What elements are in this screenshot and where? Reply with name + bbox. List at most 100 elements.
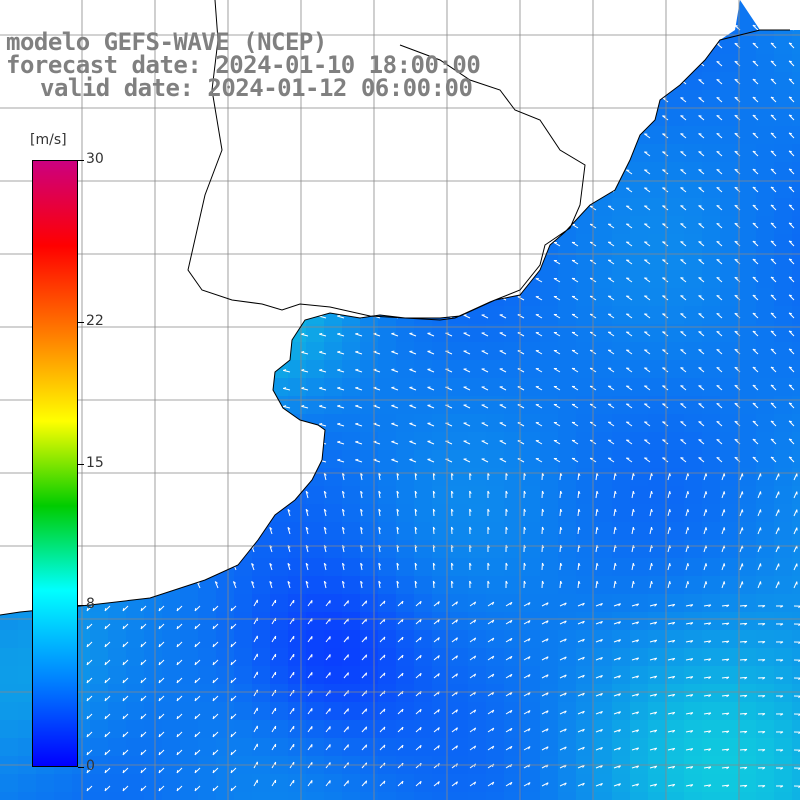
wind-arrow [625,403,633,409]
field-cell [666,630,685,649]
wind-arrow-head [752,420,756,423]
field-cell [576,216,595,235]
wind-arrow [523,674,531,679]
wind-arrow [716,43,723,49]
wind-arrow [397,600,404,607]
wind-arrow [391,333,399,337]
field-cell [414,324,433,343]
wind-arrow [667,675,675,679]
wind-arrow-head [342,580,345,584]
wind-arrow-head [287,562,291,566]
wind-arrow-head [687,527,690,531]
wind-arrow [469,673,476,679]
field-cell [774,630,793,649]
wind-arrow-head [716,168,720,171]
wind-arrow [770,348,777,355]
wind-arrow [698,367,705,373]
wind-arrow-head [396,526,400,530]
field-cell [504,324,523,343]
field-cell [468,342,487,361]
field-cell [540,612,559,631]
wind-arrow [432,508,435,517]
field-cell [558,234,577,253]
wind-arrow [595,638,603,643]
wind-arrow [176,677,183,684]
wind-arrow-head [528,674,531,678]
field-cell [324,630,343,649]
wind-arrow-head [323,490,327,494]
field-cell [702,630,721,649]
field-cell [738,144,757,163]
field-cell [558,432,577,451]
wind-arrow-head [194,643,197,648]
wind-arrow [409,351,417,355]
field-cell [684,612,703,631]
field-cell [396,468,415,487]
field-cell [378,666,397,685]
field-cell [432,630,451,649]
wind-arrow-head [770,420,774,423]
field-cell [630,684,649,703]
field-cell [342,792,361,800]
wind-arrow-head [770,222,774,225]
field-cell [216,612,235,631]
field-cell [342,324,361,343]
field-cell [144,720,163,739]
wind-arrow-head [564,674,567,678]
field-cell [162,684,181,703]
field-cell [378,360,397,379]
field-cell [360,576,379,595]
wind-arrow [613,621,621,625]
field-cell [720,108,739,127]
field-cell [432,666,451,685]
wind-arrow [739,509,743,517]
wind-arrow-head [690,676,694,679]
field-cell [54,774,73,793]
wind-arrow [716,169,723,175]
wind-arrow-head [651,581,653,585]
wind-arrow [625,187,633,193]
wind-arrow-head [698,151,702,153]
field-cell [666,450,685,469]
field-cell [666,108,685,127]
field-cell [486,720,505,739]
wind-arrow [644,205,651,211]
field-cell [684,396,703,415]
field-cell [774,756,793,775]
wind-arrow [104,623,111,630]
field-cell [720,414,739,433]
wind-arrow [481,350,489,355]
wind-arrow [122,659,129,666]
wind-arrow [396,527,399,535]
field-cell [774,684,793,703]
field-cell [594,684,613,703]
wind-arrow-head [365,672,368,676]
wind-arrow [571,367,579,373]
wind-arrow [337,405,345,409]
wind-arrow [469,637,476,643]
wind-arrow-head [716,312,720,315]
wind-arrow [644,187,651,193]
wind-arrow-head [383,636,386,640]
wind-arrow [337,369,345,373]
field-cell [468,720,487,739]
field-cell [108,612,127,631]
wind-arrow [251,581,255,589]
wind-arrow [325,654,331,661]
wind-arrow-head [690,604,694,607]
wind-arrow [343,600,349,607]
field-cell [450,378,469,397]
wind-arrow [716,421,723,427]
field-cell [594,720,613,739]
wind-arrow-head [578,544,581,549]
field-cell [558,270,577,289]
wind-arrow [553,458,561,463]
wind-arrow [757,473,761,481]
field-cell [684,180,703,199]
wind-arrow-head [455,637,458,641]
wind-arrow-head [342,508,345,512]
wind-arrow [360,563,363,571]
wind-arrow [373,441,381,445]
field-cell [666,486,685,505]
wind-arrow-head [726,604,730,608]
